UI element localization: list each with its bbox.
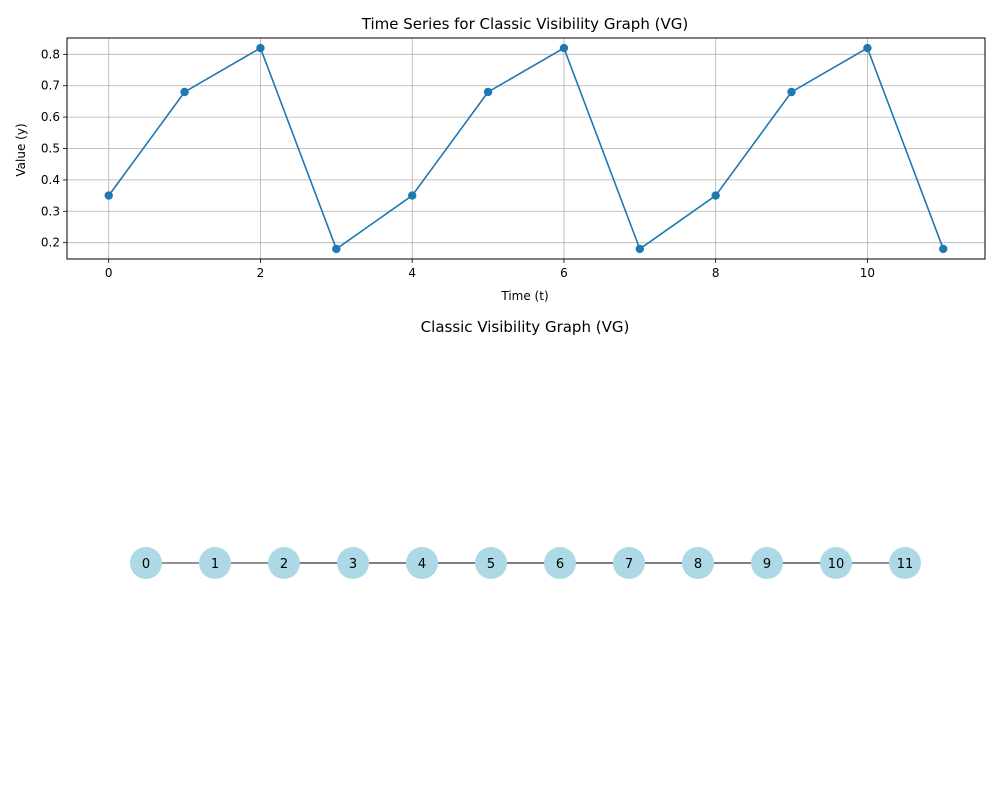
graph-node-circle <box>199 547 231 579</box>
graph-node-circle <box>682 547 714 579</box>
time-series-x-ticks: 0 2 4 6 8 10 <box>105 259 875 280</box>
graph-node-circle <box>337 547 369 579</box>
graph-node: 9 <box>751 547 783 579</box>
graph-node-circle <box>820 547 852 579</box>
time-series-title: Time Series for Classic Visibility Graph… <box>361 15 688 33</box>
graph-node-label: 9 <box>763 557 771 572</box>
graph-node-circle <box>544 547 576 579</box>
y-tick-label: 0.6 <box>41 110 60 124</box>
data-point <box>483 87 493 97</box>
y-tick-label: 0.7 <box>41 79 60 93</box>
y-tick-label: 0.2 <box>41 236 60 250</box>
graph-node-circle <box>406 547 438 579</box>
x-tick-label: 10 <box>860 266 875 280</box>
graph-node-label: 3 <box>349 557 357 572</box>
x-tick-label: 4 <box>408 266 416 280</box>
time-series-line-layer <box>108 46 945 251</box>
graph-node-circle <box>613 547 645 579</box>
data-point <box>787 87 796 97</box>
graph-node-circle <box>751 547 783 579</box>
data-point <box>635 244 645 254</box>
graph-node: 4 <box>406 547 438 579</box>
series-line <box>108 46 945 251</box>
x-tick-label: 8 <box>712 266 720 280</box>
y-tick-label: 0.4 <box>41 173 60 187</box>
x-tick-label: 0 <box>105 266 113 280</box>
graph-node-label: 5 <box>487 557 495 572</box>
data-point <box>863 43 872 53</box>
graph-node-circle <box>475 547 507 579</box>
graph-node-label: 2 <box>280 557 288 572</box>
x-tick-label: 2 <box>257 266 265 280</box>
data-point <box>559 43 569 53</box>
data-point <box>104 191 113 200</box>
graph-node-label: 8 <box>694 557 702 572</box>
graph-node-label: 1 <box>211 557 219 572</box>
graph-node-label: 10 <box>828 557 845 572</box>
data-point <box>332 244 341 254</box>
data-point <box>180 87 189 97</box>
graph-node-circle <box>268 547 300 579</box>
graph-node-label: 4 <box>418 557 426 572</box>
graph-node: 11 <box>889 547 921 579</box>
graph-node: 2 <box>268 547 300 579</box>
graph-node: 1 <box>199 547 231 579</box>
data-point <box>256 43 265 53</box>
graph-node-label: 11 <box>897 557 914 572</box>
graph-node-label: 6 <box>556 557 564 572</box>
time-series-points <box>104 43 948 254</box>
graph-node: 3 <box>337 547 369 579</box>
y-tick-label: 0.5 <box>41 142 60 156</box>
data-point <box>711 191 720 200</box>
visibility-graph-nodes: 0 1 2 3 4 5 6 7 8 9 10 11 <box>130 547 921 579</box>
graph-node-circle <box>889 547 921 579</box>
time-series-y-axis-label: Value (y) <box>14 123 28 176</box>
y-tick-label: 0.8 <box>41 47 60 61</box>
graph-node: 5 <box>475 547 507 579</box>
graph-node: 6 <box>544 547 576 579</box>
graph-node: 10 <box>820 547 852 579</box>
graph-node-circle <box>130 547 162 579</box>
visibility-graph-chart: Classic Visibility Graph (VG) 0 1 2 3 4 5 6 7 8 9… <box>130 318 921 579</box>
data-point <box>407 191 417 200</box>
time-series-y-ticks: 0.2 0.3 0.4 0.5 0.6 0.7 0.8 <box>41 47 67 250</box>
time-series-chart: Time Series for Classic Visibility Graph… <box>14 15 986 303</box>
graph-node: 7 <box>613 547 645 579</box>
time-series-grid <box>67 38 985 259</box>
data-point <box>939 244 948 254</box>
visibility-graph-title: Classic Visibility Graph (VG) <box>421 318 630 336</box>
graph-node: 0 <box>130 547 162 579</box>
time-series-x-axis-label: Time (t) <box>500 289 548 303</box>
x-tick-label: 6 <box>560 266 568 280</box>
graph-node-label: 7 <box>625 557 633 572</box>
graph-node: 8 <box>682 547 714 579</box>
y-tick-label: 0.3 <box>41 204 60 218</box>
graph-node-label: 0 <box>142 557 150 572</box>
